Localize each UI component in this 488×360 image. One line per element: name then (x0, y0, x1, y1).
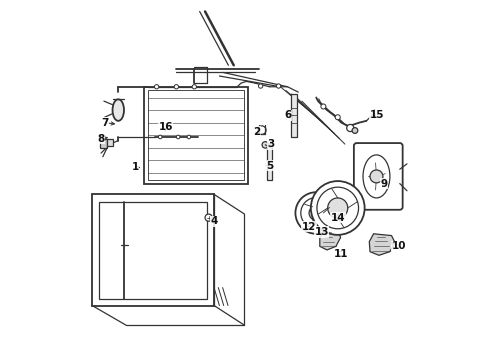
Polygon shape (368, 234, 394, 255)
Circle shape (369, 170, 382, 183)
Text: 16: 16 (158, 122, 172, 132)
Circle shape (258, 84, 262, 88)
Circle shape (158, 135, 162, 139)
Circle shape (295, 192, 336, 234)
Text: 3: 3 (267, 139, 274, 149)
Circle shape (300, 198, 331, 228)
Text: 12: 12 (301, 222, 316, 231)
FancyBboxPatch shape (353, 143, 402, 210)
Circle shape (335, 115, 340, 120)
Circle shape (351, 128, 357, 134)
Polygon shape (319, 230, 340, 250)
Circle shape (316, 187, 358, 229)
Circle shape (276, 84, 280, 88)
Text: 8: 8 (97, 134, 104, 144)
Circle shape (310, 181, 364, 235)
Circle shape (176, 135, 180, 139)
Circle shape (174, 85, 178, 89)
Text: 4: 4 (210, 216, 217, 226)
Text: 11: 11 (333, 248, 348, 258)
Ellipse shape (362, 155, 389, 198)
Circle shape (346, 125, 353, 132)
Text: 6: 6 (284, 111, 290, 121)
Text: 5: 5 (265, 161, 273, 171)
Text: 14: 14 (330, 213, 345, 222)
Text: 1: 1 (131, 162, 139, 172)
Text: 10: 10 (391, 241, 405, 251)
Bar (147, 90, 244, 180)
Bar (100, 139, 107, 148)
Circle shape (320, 104, 325, 109)
Ellipse shape (112, 99, 124, 121)
Circle shape (204, 214, 212, 221)
Circle shape (187, 135, 190, 139)
Bar (144, 87, 247, 184)
Circle shape (327, 198, 347, 218)
Text: 7: 7 (101, 118, 108, 128)
Text: 2: 2 (253, 127, 260, 136)
Bar (99, 202, 206, 299)
Text: 9: 9 (380, 179, 387, 189)
Circle shape (262, 141, 268, 148)
Bar (290, 94, 296, 137)
Text: 13: 13 (314, 227, 328, 237)
Circle shape (154, 85, 159, 89)
Text: 15: 15 (369, 111, 384, 121)
Circle shape (308, 206, 323, 220)
Circle shape (192, 85, 196, 89)
Bar (92, 194, 214, 306)
Bar (107, 139, 112, 146)
Bar (267, 146, 271, 180)
Circle shape (257, 126, 265, 134)
